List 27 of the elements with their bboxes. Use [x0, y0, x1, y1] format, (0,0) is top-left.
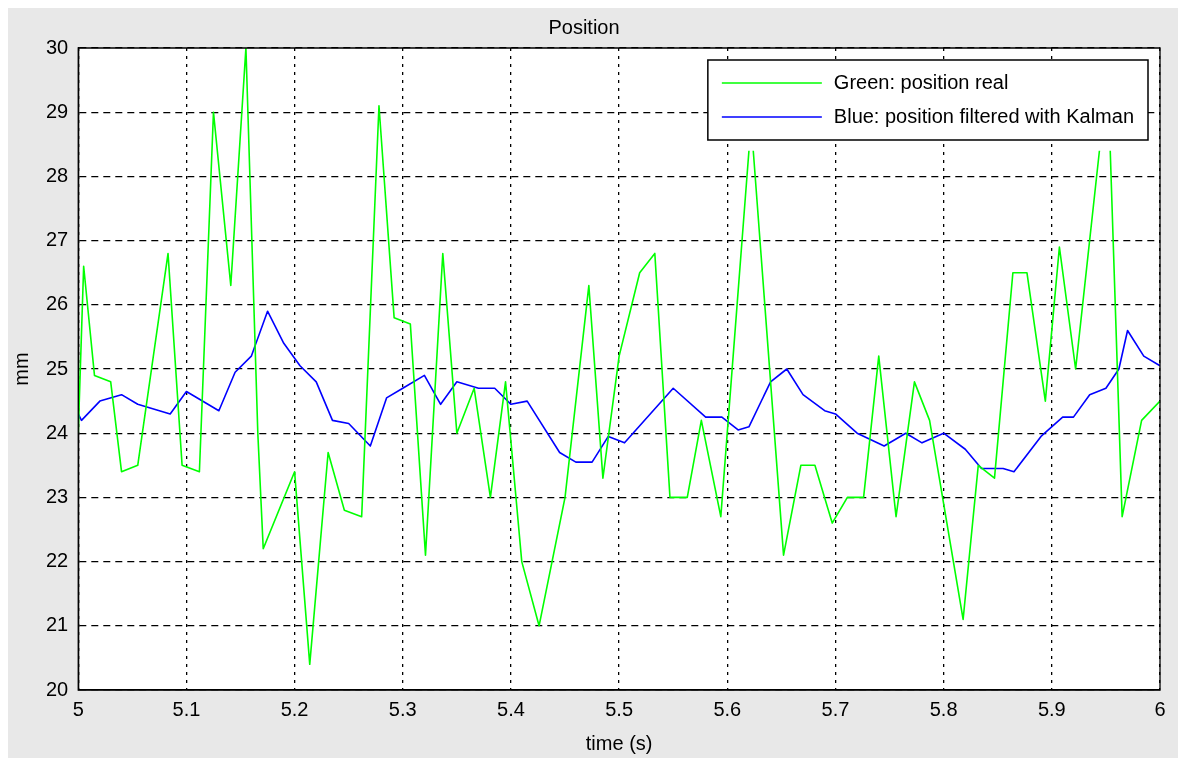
legend-label: Green: position real [833, 70, 1009, 93]
y-tick-label: 21 [46, 613, 69, 636]
x-tick-label: 5.6 [713, 697, 742, 720]
y-tick-label: 28 [46, 163, 69, 186]
x-tick-label: 5.7 [821, 697, 850, 720]
y-tick-label: 25 [46, 356, 69, 379]
x-tick-label: 5.4 [497, 697, 525, 720]
y-tick-label: 20 [46, 677, 69, 700]
y-tick-label: 23 [46, 484, 69, 507]
y-tick-label: 29 [46, 99, 69, 122]
y-tick-label: 22 [46, 549, 69, 572]
legend-label: Blue: position filtered with Kalman [833, 104, 1134, 127]
x-axis-title: time (s) [585, 731, 653, 754]
x-tick-label: 6 [1154, 697, 1166, 720]
y-tick-label: 26 [46, 292, 69, 315]
x-tick-label: 5.9 [1037, 697, 1066, 720]
y-tick-label: 27 [46, 228, 69, 251]
x-tick-label: 5.1 [172, 697, 201, 720]
chart-title: Position [548, 15, 620, 38]
x-tick-label: 5.3 [388, 697, 417, 720]
y-tick-label: 24 [46, 420, 69, 443]
x-tick-label: 5.5 [605, 697, 634, 720]
y-axis-title: mm [9, 352, 32, 386]
x-tick-label: 5.2 [280, 697, 309, 720]
y-tick-label: 30 [46, 35, 69, 58]
x-tick-label: 5 [72, 697, 84, 720]
x-tick-label: 5.8 [929, 697, 958, 720]
